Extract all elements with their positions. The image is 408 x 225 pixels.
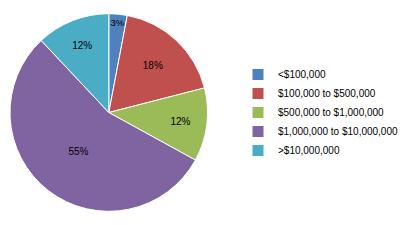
svg-text:$500,000 to $1,000,000: $500,000 to $1,000,000 <box>278 107 384 118</box>
svg-text:>$10,000,000: >$10,000,000 <box>278 145 340 156</box>
svg-text:18%: 18% <box>143 60 163 71</box>
svg-text:$100,000 to $500,000: $100,000 to $500,000 <box>278 88 376 99</box>
svg-text:<$100,000: <$100,000 <box>278 69 326 80</box>
svg-text:55%: 55% <box>68 146 88 157</box>
svg-text:12%: 12% <box>170 116 190 127</box>
svg-text:12%: 12% <box>72 40 92 51</box>
svg-text:$1,000,000 to $10,000,000: $1,000,000 to $10,000,000 <box>278 126 398 137</box>
svg-text:3%: 3% <box>111 18 124 28</box>
